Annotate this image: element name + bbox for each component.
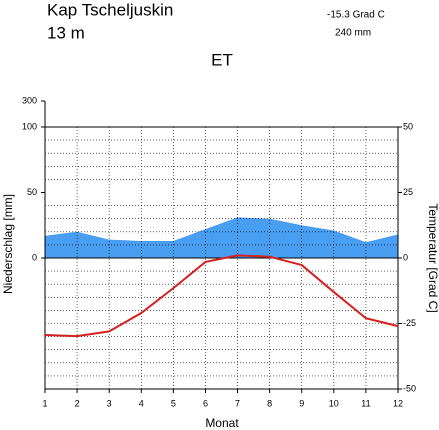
x-tick-label: 3	[107, 398, 112, 408]
x-axis-label: Monat	[205, 416, 239, 430]
x-tick-label: 4	[139, 398, 144, 408]
x-tick-label: 1	[42, 398, 47, 408]
x-tick-label: 7	[235, 398, 240, 408]
x-tick-label: 8	[267, 398, 272, 408]
annotation: 240 mm	[335, 28, 371, 39]
annotation: ET	[211, 50, 233, 69]
x-tick-label: 9	[299, 398, 304, 408]
chart-subtitle: 13 m	[47, 23, 85, 42]
y2-tick-label: -25	[403, 318, 416, 328]
y-tick-label: 50	[27, 187, 37, 197]
precipitation-area	[45, 217, 398, 258]
x-tick-label: 12	[393, 398, 403, 408]
y-tick-label: 0	[32, 252, 37, 262]
y2-axis-label: Temperatur [Grad C]	[426, 203, 439, 312]
x-tick-label: 6	[203, 398, 208, 408]
y-tick-label: 100	[22, 121, 37, 131]
y-tick-label: 300	[22, 95, 37, 105]
x-tick-label: 5	[171, 398, 176, 408]
x-tick-label: 10	[329, 398, 339, 408]
x-tick-label: 11	[361, 398, 370, 408]
chart-title: Kap Tscheljuskin	[47, 0, 173, 19]
y2-tick-label: 50	[403, 121, 413, 131]
y2-tick-label: 0	[403, 252, 408, 262]
y2-tick-label: -50	[403, 383, 416, 393]
y-axis-label: Niederschlag [mm]	[1, 194, 15, 294]
annotation: -15.3 Grad C	[327, 10, 385, 21]
temperature-line	[44, 254, 399, 338]
y2-tick-label: 25	[403, 187, 413, 197]
x-tick-label: 2	[75, 398, 80, 408]
